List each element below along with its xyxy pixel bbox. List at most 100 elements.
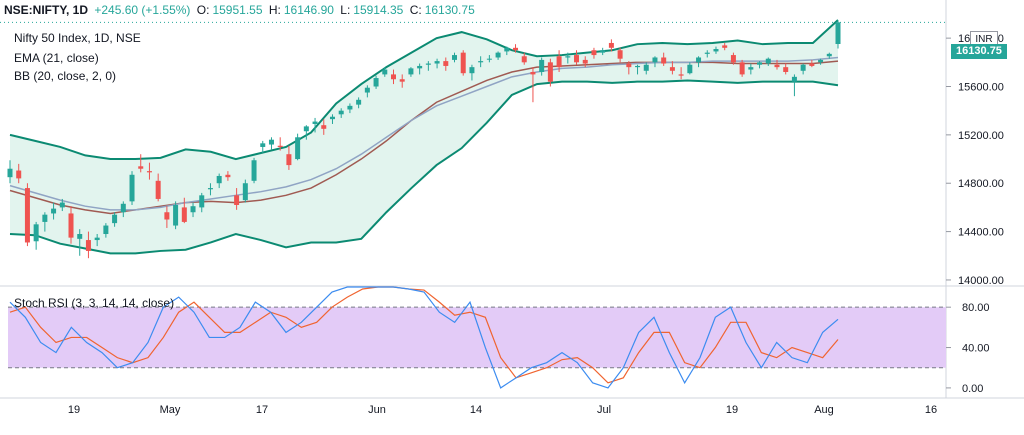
candle-body [155, 180, 161, 199]
candle-body [120, 203, 126, 213]
candle-body [417, 65, 423, 69]
stoch-d-line [9, 286, 839, 384]
candle-body [800, 64, 806, 71]
time-axis-label: Aug [814, 404, 834, 416]
osc-tick-label: 80.00 [962, 302, 990, 314]
last-price-tag: 16130.75 [951, 44, 1007, 59]
candle-body [216, 175, 222, 184]
candle-body [565, 56, 571, 58]
candle-body [347, 105, 353, 110]
candle-body [669, 67, 675, 71]
bb-fill [10, 20, 838, 254]
low-value: 15914.35 [353, 3, 404, 17]
candle-body [469, 67, 475, 74]
candle-body [556, 56, 562, 68]
candle-body [722, 45, 728, 48]
high-value: 16146.90 [283, 3, 334, 17]
candle-body [42, 214, 48, 222]
osc-tick-label: 40.00 [962, 343, 990, 355]
time-axis-label: 16 [925, 404, 937, 416]
candle-body [382, 69, 388, 75]
candle-body [146, 171, 152, 173]
candle-body [242, 183, 248, 201]
candle-body [234, 195, 240, 205]
legend-title[interactable]: Nifty 50 Index, 1D, NSE [14, 31, 141, 45]
candle-body [16, 170, 22, 179]
close-value: 16130.75 [424, 3, 475, 17]
candle-body [7, 168, 13, 178]
time-axis-label: May [160, 404, 181, 416]
symbol-label[interactable]: NSE:NIFTY, 1D [4, 3, 89, 17]
candle-body [295, 137, 301, 160]
legend-stoch-rsi[interactable]: Stoch RSI (3, 3, 14, 14, close) [14, 296, 175, 310]
candle-body [678, 74, 684, 76]
candle-body [460, 52, 466, 74]
candle-body [225, 174, 231, 178]
open-value: 15951.55 [212, 3, 263, 17]
candle-body [181, 207, 187, 222]
low-label: L: [340, 3, 351, 17]
price-tick-label: 15200.00 [958, 130, 1004, 142]
price-tick-label: 14800.00 [958, 178, 1004, 190]
candle-body [835, 22, 841, 44]
candle-body [286, 154, 292, 166]
time-axis-label: Jun [368, 404, 386, 416]
time-axis-label: 17 [256, 404, 268, 416]
candle-body [251, 160, 257, 181]
candle-body [77, 234, 83, 239]
candle-body [513, 47, 519, 51]
price-tick-label: 14000.00 [958, 275, 1004, 287]
legend-ema[interactable]: EMA (21, close) [14, 51, 99, 65]
candle-body [59, 202, 65, 208]
candle-body [434, 61, 440, 64]
stoch-k-line [9, 286, 839, 389]
candle-body [582, 59, 588, 64]
candle-body [730, 55, 736, 63]
candle-body [626, 63, 632, 68]
time-axis-label: 19 [726, 404, 738, 416]
change-value: +245.60 (+1.55%) [94, 3, 191, 17]
candle-body [199, 195, 205, 208]
legend-bb[interactable]: BB (20, close, 2, 0) [14, 69, 117, 83]
candle-body [312, 121, 318, 124]
candle-body [826, 53, 832, 57]
candle-body [765, 58, 771, 64]
candle-body [452, 55, 458, 60]
candle-body [303, 126, 309, 132]
bb-lower-line [9, 79, 839, 255]
candle-body [33, 224, 39, 242]
candle-body [329, 116, 335, 120]
candle-body [661, 57, 667, 64]
candle-body [574, 55, 580, 63]
time-axis-label: 14 [470, 404, 482, 416]
candle-body [408, 68, 414, 75]
candle-body [51, 208, 57, 214]
candle-body [635, 65, 641, 68]
candle-body [774, 64, 780, 68]
candle-body [608, 42, 614, 48]
candle-body [600, 50, 606, 53]
candle-body [138, 166, 144, 169]
candle-body [425, 63, 431, 65]
candle-body [704, 52, 710, 54]
candle-body [643, 64, 649, 71]
price-tick-label: 15600.00 [958, 82, 1004, 94]
time-axis-label: 19 [68, 404, 80, 416]
candle-body [112, 214, 118, 224]
candle-body [757, 62, 763, 65]
candle-body [390, 74, 396, 80]
candle-body [260, 143, 266, 147]
osc-tick-label: 0.00 [962, 383, 983, 395]
open-label: O: [196, 3, 210, 17]
candle-body [791, 76, 797, 82]
candle-body [652, 57, 658, 63]
candle-body [190, 206, 196, 213]
candle-body [486, 58, 492, 60]
candle-body [85, 240, 91, 251]
stoch-rsi-band [8, 307, 946, 368]
candle-body [24, 188, 30, 243]
candle-body [373, 78, 379, 87]
candle-body [687, 64, 693, 74]
